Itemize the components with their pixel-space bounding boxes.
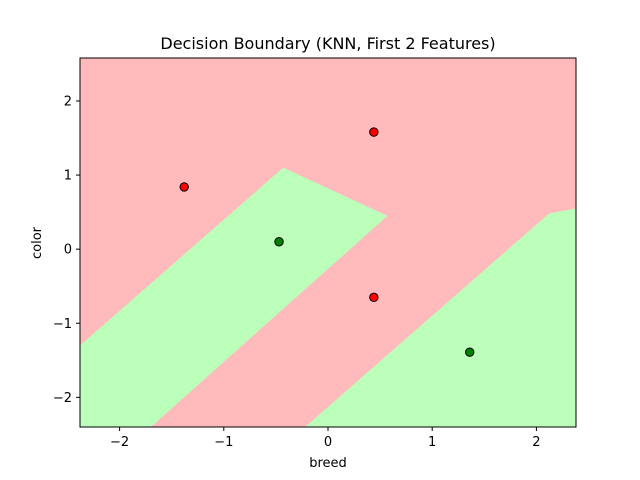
region-green-1: [80, 167, 388, 427]
chart-title: Decision Boundary (KNN, First 2 Features…: [160, 34, 495, 53]
data-point-green: [465, 347, 475, 357]
x-tick-label: −1: [214, 435, 233, 450]
y-axis-label: color: [30, 226, 45, 259]
y-axis: −2 −1 0 1 2: [53, 94, 80, 406]
y-tick-label: 1: [64, 169, 72, 184]
y-tick-label: −1: [53, 317, 72, 332]
data-point-red: [179, 182, 189, 192]
region-green-2: [305, 208, 576, 427]
y-tick-label: 2: [64, 94, 72, 109]
x-tick-label: 0: [324, 435, 332, 450]
x-tick-label: 1: [428, 435, 436, 450]
x-axis: −2 −1 0 1 2: [110, 427, 541, 450]
x-tick-label: −2: [110, 435, 129, 450]
data-point-green: [274, 237, 284, 247]
x-tick-label: 2: [532, 435, 540, 450]
y-tick-label: −2: [53, 391, 72, 406]
x-axis-label: breed: [309, 456, 347, 471]
y-tick-label: 0: [64, 243, 72, 258]
data-point-red: [369, 127, 379, 137]
data-point-red: [369, 292, 379, 303]
plot-area: [79, 57, 577, 428]
